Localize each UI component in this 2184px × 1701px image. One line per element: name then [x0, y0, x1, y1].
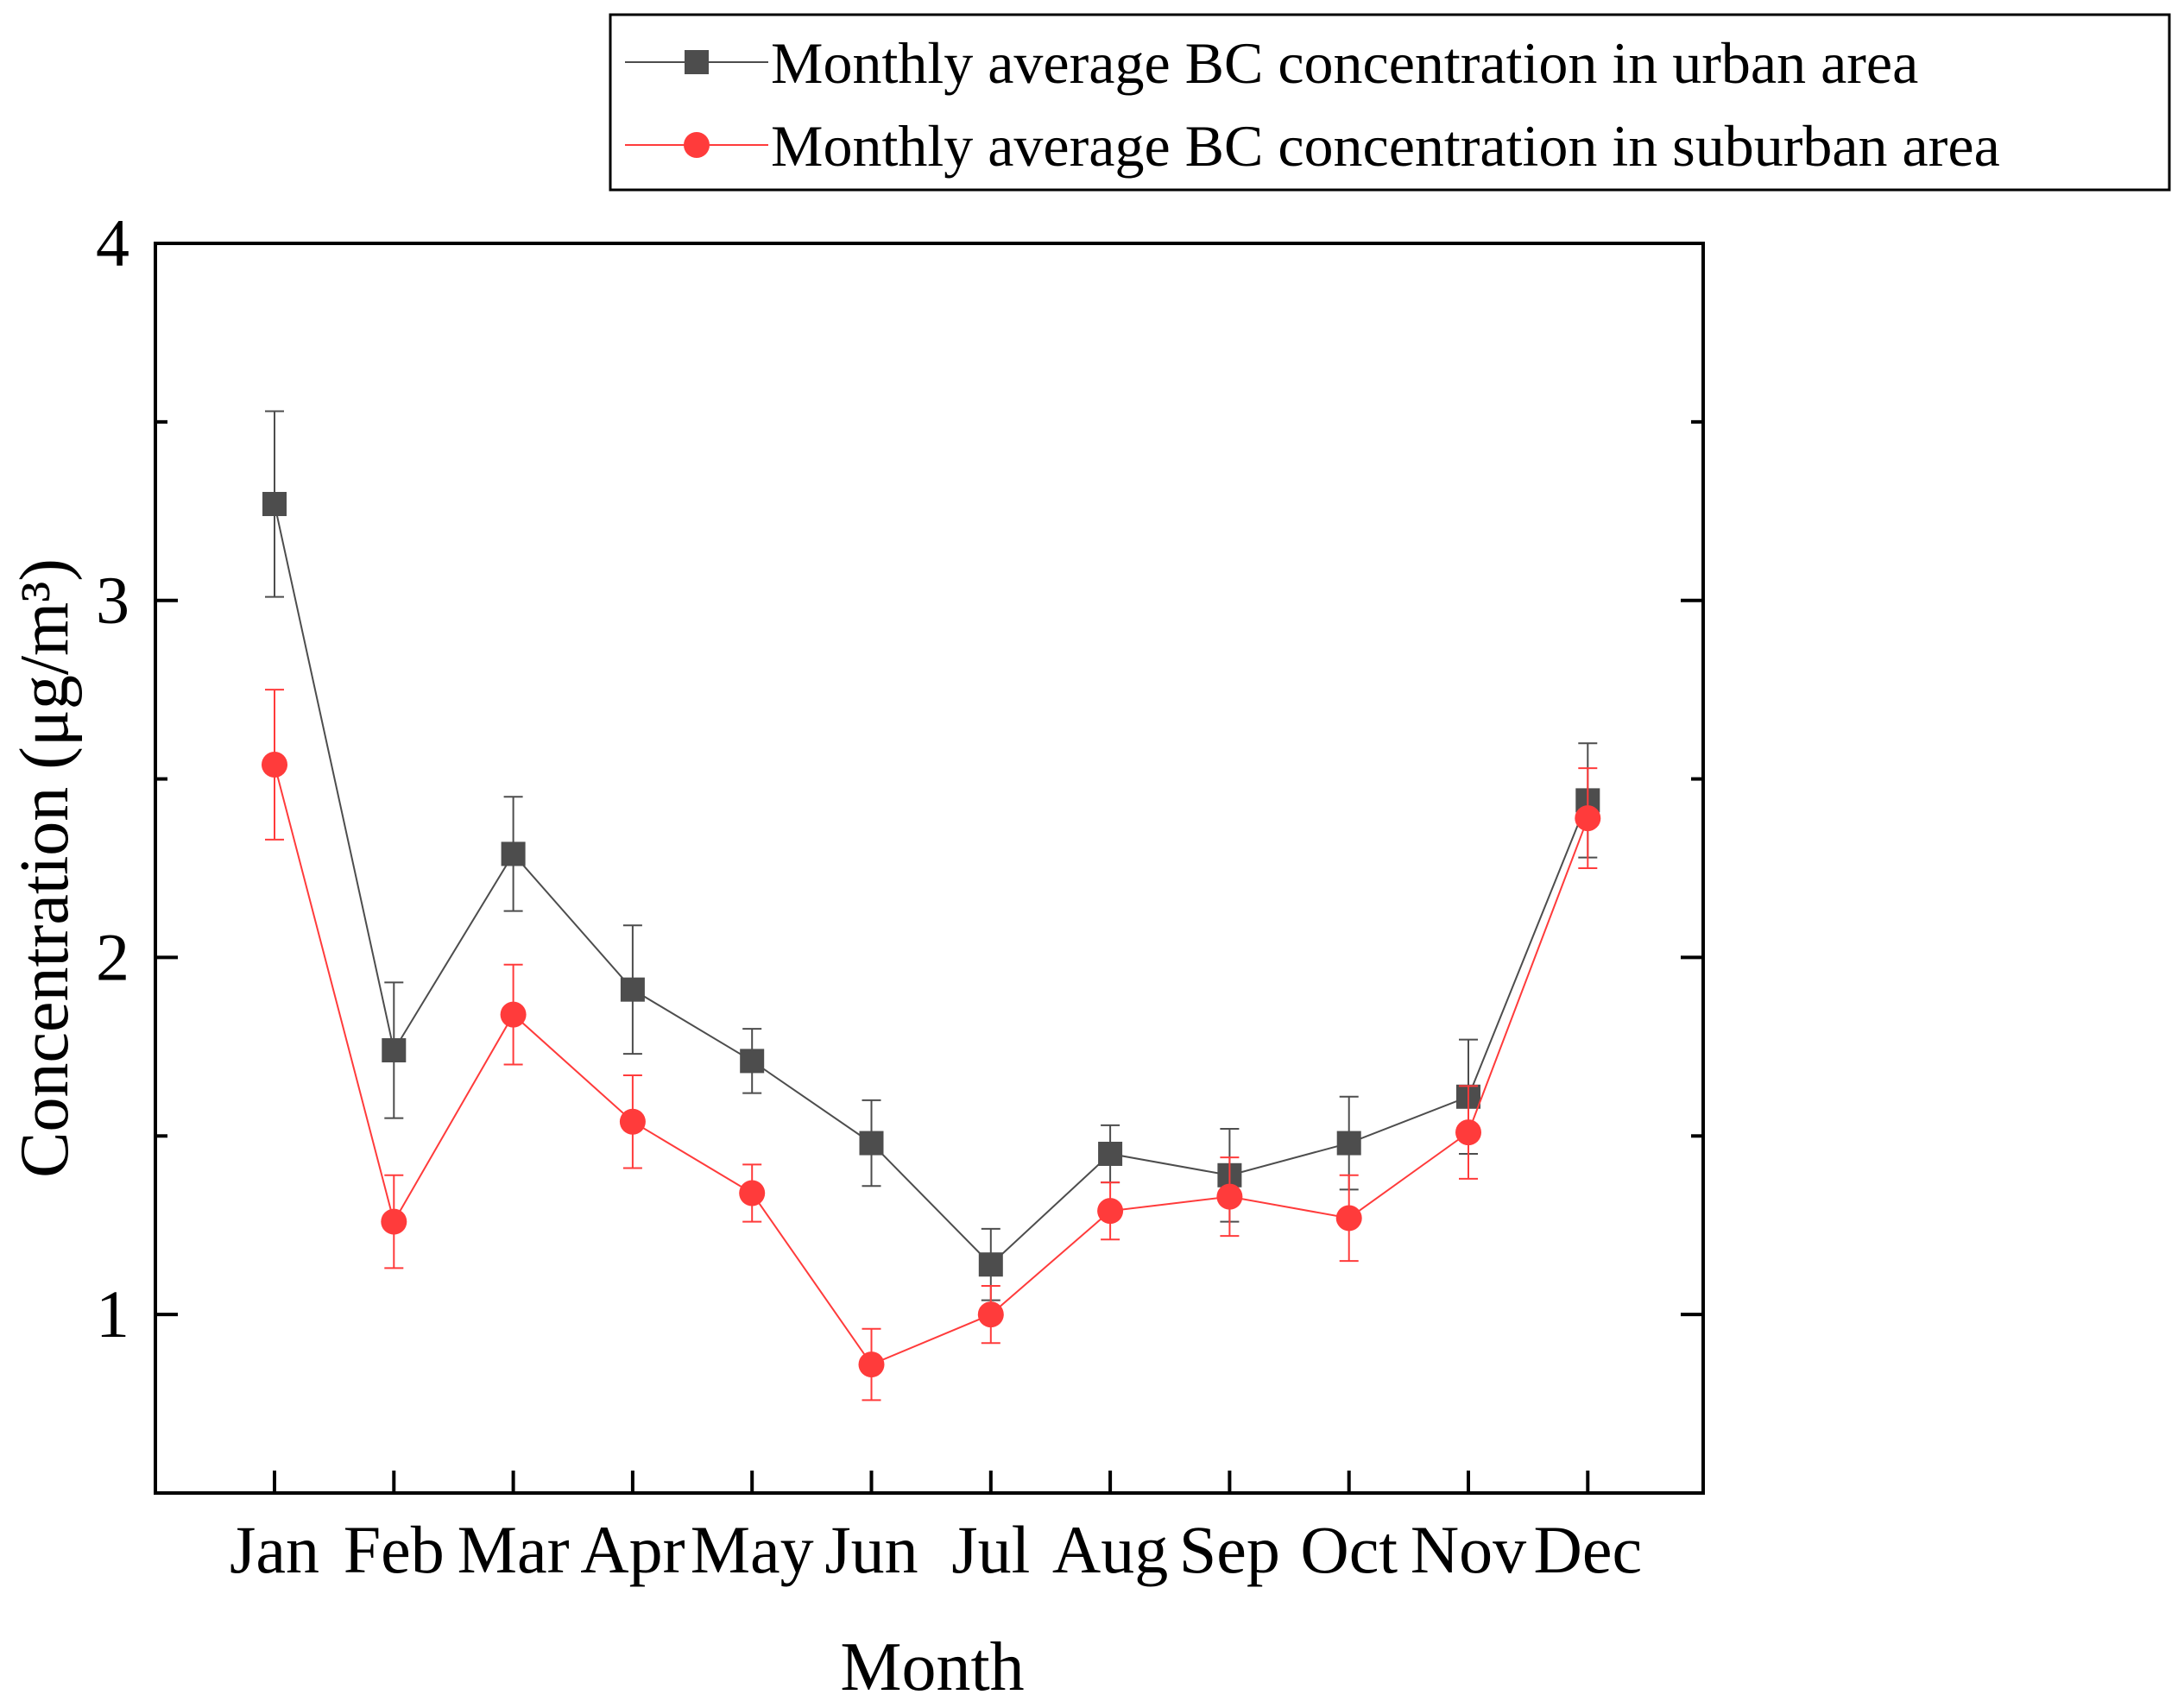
- legend-label: Monthly average BC concentration in urba…: [771, 30, 1918, 96]
- data-point-square: [978, 1252, 1003, 1277]
- data-point-circle: [858, 1351, 885, 1378]
- legend-box: [609, 13, 2171, 192]
- legend-marker-square: [685, 50, 709, 74]
- data-point-square: [382, 1037, 407, 1062]
- y-axis: 1 2 3 4: [96, 205, 1703, 1495]
- data-point-square: [740, 1049, 765, 1074]
- x-tick-label: Jun: [824, 1512, 918, 1587]
- y-tick-label: 2: [96, 919, 129, 994]
- plot-frame: [154, 242, 1705, 1495]
- series-1: [262, 410, 1600, 1301]
- x-tick-label: Mar: [458, 1512, 570, 1587]
- x-tick-label: Apr: [580, 1512, 685, 1587]
- data-point-circle: [1097, 1198, 1124, 1225]
- x-tick-label: Jul: [951, 1512, 1030, 1587]
- x-tick-label: Dec: [1534, 1512, 1643, 1587]
- data-point-square: [501, 841, 526, 866]
- x-axis: Jan Feb Mar Apr May Jun Jul Aug Sep Oct Nov Dec: [230, 1471, 1642, 1587]
- x-tick-label: Oct: [1300, 1512, 1398, 1587]
- data-point-square: [262, 492, 287, 517]
- data-point-circle: [977, 1301, 1004, 1328]
- data-point-square: [1336, 1131, 1361, 1156]
- legend-marker-circle: [684, 132, 710, 158]
- y-axis-title: Concentration (μg/m³): [7, 558, 83, 1178]
- x-tick-label: Feb: [344, 1512, 445, 1587]
- x-axis-title: Month: [840, 1629, 1024, 1701]
- series-layer: [262, 410, 1601, 1402]
- y-tick-label: 1: [96, 1276, 129, 1351]
- data-point-circle: [500, 1001, 527, 1028]
- x-tick-label: May: [691, 1512, 814, 1587]
- x-tick-label: Jan: [230, 1512, 319, 1587]
- legend-label: Monthly average BC concentration in subu…: [771, 113, 2000, 179]
- data-point-circle: [1455, 1119, 1481, 1146]
- data-point-square: [620, 977, 645, 1002]
- y-tick-label: 4: [96, 205, 129, 280]
- data-point-circle: [1216, 1183, 1243, 1210]
- data-point-circle: [381, 1208, 407, 1235]
- plot-border: [154, 242, 1705, 1495]
- series-line: [274, 503, 1589, 1266]
- data-point-circle: [619, 1108, 646, 1135]
- series-line: [274, 764, 1589, 1366]
- series-2: [262, 689, 1601, 1402]
- x-tick-label: Aug: [1052, 1512, 1168, 1587]
- data-point-circle: [739, 1180, 766, 1206]
- data-point-circle: [1335, 1205, 1362, 1232]
- data-point-circle: [262, 752, 287, 778]
- legend: Monthly average BC concentration in urba…: [609, 13, 2171, 192]
- data-point-square: [1098, 1141, 1123, 1166]
- x-tick-label: Sep: [1179, 1512, 1280, 1587]
- data-point-square: [859, 1131, 884, 1156]
- y-tick-label: 3: [96, 563, 129, 638]
- x-tick-label: Nov: [1411, 1512, 1526, 1587]
- data-point-circle: [1575, 805, 1601, 832]
